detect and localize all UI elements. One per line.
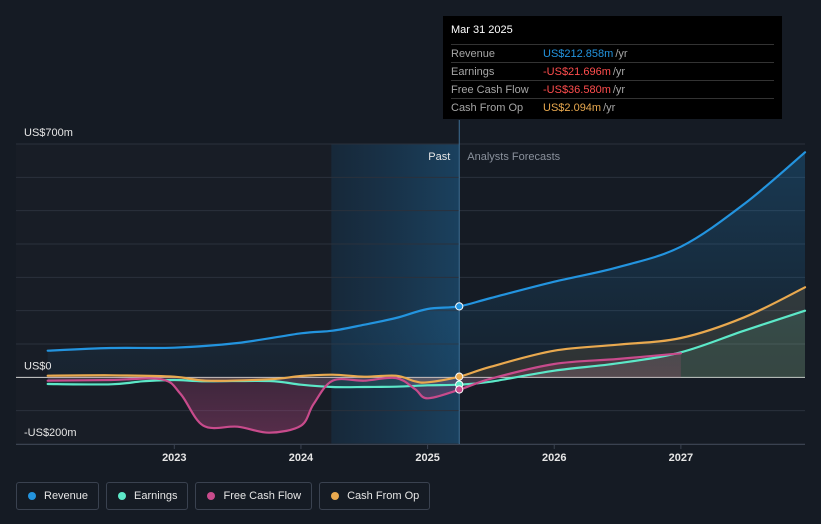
revenue-line — [46, 151, 807, 352]
legend: Revenue Earnings Free Cash Flow Cash Fro… — [16, 482, 431, 510]
tooltip-value: US$212.858m — [543, 47, 614, 60]
tooltip-unit: /yr — [615, 47, 628, 60]
x-tick-label: 2027 — [669, 452, 693, 464]
x-tick-label: 2026 — [542, 452, 566, 464]
tooltip-row-earnings: Earnings -US$21.696m /yr — [451, 62, 774, 80]
tooltip-unit: /yr — [612, 83, 626, 96]
tooltip-row-revenue: Revenue US$212.858m /yr — [451, 44, 774, 62]
legend-label: Cash From Op — [347, 490, 420, 502]
earnings-dot-icon — [118, 492, 127, 500]
cash-from-op-marker — [455, 372, 464, 381]
revenue-dot-icon — [28, 492, 36, 500]
y-tick-label: -US$200m — [24, 427, 77, 439]
x-tick-label: 2024 — [289, 452, 314, 464]
legend-item-cash-from-op[interactable]: Cash From Op — [319, 482, 431, 510]
tooltip-label: Cash From Op — [451, 101, 524, 114]
tooltip-date: Mar 31 2025 — [451, 24, 513, 36]
recent-past-shade — [331, 144, 460, 444]
legend-item-free-cash-flow[interactable]: Free Cash Flow — [195, 482, 313, 510]
legend-label: Earnings — [134, 490, 178, 502]
legend-label: Revenue — [44, 490, 89, 502]
cash-from-op-dot-icon — [331, 492, 340, 500]
tooltip-label: Free Cash Flow — [451, 83, 529, 96]
free-cash-flow-line — [46, 352, 682, 434]
tooltip: Mar 31 2025 Revenue US$212.858m /yr Earn… — [443, 16, 782, 119]
tooltip-label: Revenue — [451, 47, 496, 60]
tooltip-row-cash-from-op: Cash From Op US$2.094m /yr — [451, 98, 774, 116]
tooltip-value: -US$36.580m — [543, 83, 611, 96]
tooltip-label: Earnings — [451, 65, 495, 78]
past-label: Past — [428, 151, 450, 163]
y-tick-label: US$700m — [24, 127, 73, 139]
legend-label: Free Cash Flow — [223, 490, 302, 502]
tooltip-value: US$2.094m — [543, 101, 602, 114]
free-cash-flow-area — [47, 353, 681, 433]
tooltip-row-free-cash-flow: Free Cash Flow -US$36.580m /yr — [451, 80, 774, 98]
tooltip-unit: /yr — [603, 101, 616, 114]
earnings-line — [46, 309, 807, 389]
x-tick-label: 2025 — [415, 452, 439, 464]
revenue-marker — [455, 302, 464, 311]
forecast-label: Analysts Forecasts — [467, 151, 560, 163]
legend-item-earnings[interactable]: Earnings — [106, 482, 189, 510]
free-cash-flow-dot-icon — [207, 492, 216, 500]
revenue-area — [47, 152, 805, 378]
legend-item-revenue[interactable]: Revenue — [16, 482, 100, 510]
cash-from-op-line — [46, 286, 807, 384]
y-tick-label: US$0 — [24, 360, 52, 372]
x-tick-label: 2023 — [162, 452, 186, 464]
tooltip-value: -US$21.696m — [543, 65, 611, 78]
tooltip-unit: /yr — [612, 65, 626, 78]
free-cash-flow-marker — [455, 385, 464, 394]
